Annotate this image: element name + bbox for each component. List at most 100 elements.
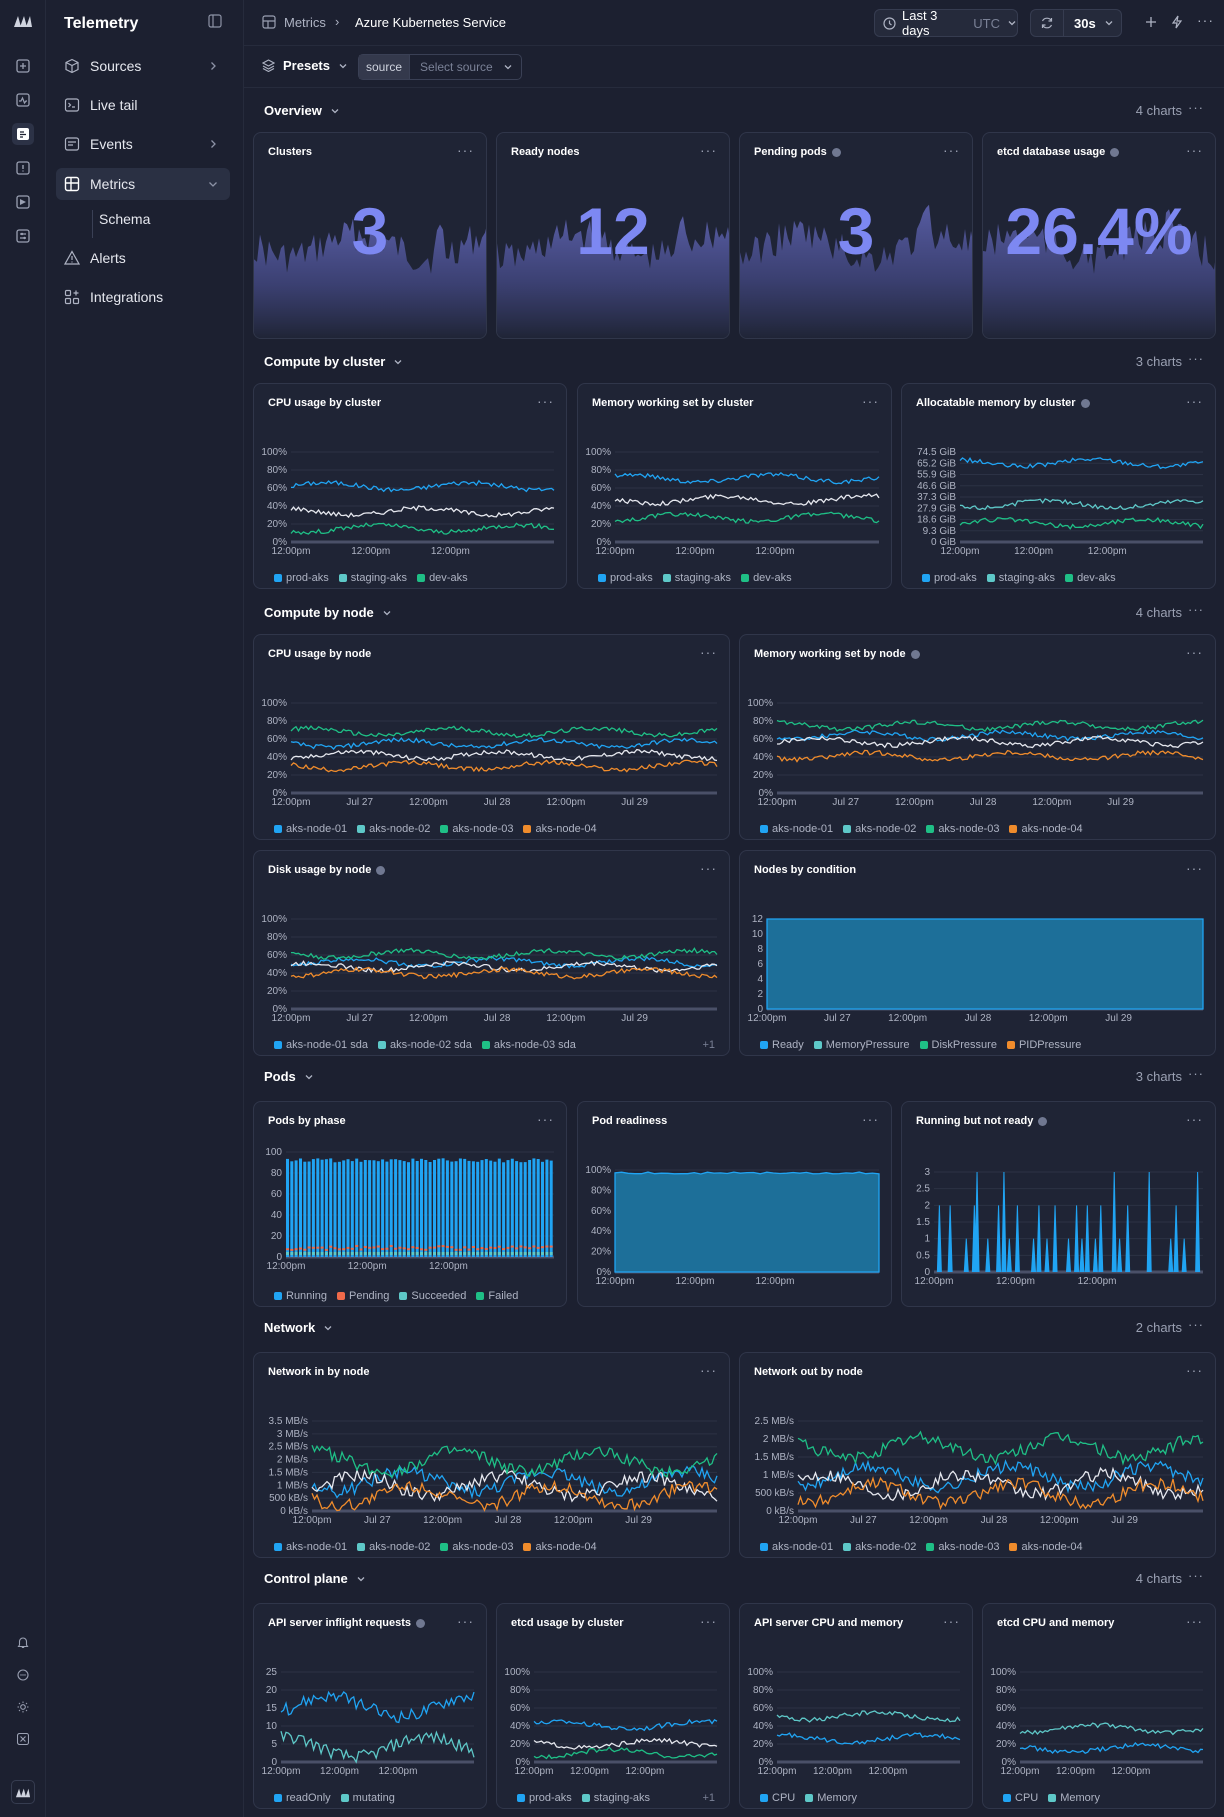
refresh-control[interactable]: 30s xyxy=(1030,9,1122,37)
card-more-icon[interactable]: ··· xyxy=(457,142,474,158)
legend-item[interactable]: aks-node-04 xyxy=(523,823,597,835)
chart-card-pods-phase[interactable]: Pods by phase ··· 100 80 60 40 20 0 12:00pm 12:00… xyxy=(253,1101,567,1307)
activity-icon[interactable] xyxy=(12,89,34,111)
legend-item[interactable]: aks-node-02 sda xyxy=(377,1039,472,1051)
chart-card-etcd-cluster[interactable]: etcd usage by cluster ··· 100% 80% 60% 40% 20%… xyxy=(496,1603,730,1809)
bolt-icon[interactable] xyxy=(1170,15,1184,32)
info-icon[interactable] xyxy=(416,1618,426,1628)
legend-item[interactable]: dev-aks xyxy=(1065,572,1116,584)
refresh-icon[interactable] xyxy=(1031,10,1064,36)
legend-item[interactable]: mutating xyxy=(340,1792,395,1804)
legend-item[interactable]: aks-node-02 xyxy=(843,1541,916,1553)
legend-item[interactable]: Succeeded xyxy=(399,1290,466,1302)
card-more-icon[interactable]: ··· xyxy=(700,1613,717,1629)
legend-item[interactable]: prod-aks xyxy=(598,572,653,584)
stat-card[interactable]: Clusters ··· 3 xyxy=(253,132,487,339)
chat-icon[interactable] xyxy=(12,1664,34,1686)
legend-item[interactable]: aks-node-03 xyxy=(926,1541,999,1553)
legend-item[interactable]: dev-aks xyxy=(417,572,468,584)
sidebar-item-schema[interactable]: Schema xyxy=(92,210,242,238)
legend-item[interactable]: aks-node-04 xyxy=(1009,823,1083,835)
legend-item[interactable]: aks-node-01 xyxy=(274,823,347,835)
section-more-icon[interactable]: ··· xyxy=(1188,1066,1204,1081)
legend-item[interactable]: CPU xyxy=(1003,1792,1038,1804)
info-icon[interactable] xyxy=(831,147,841,157)
chart-card-alloc-cluster[interactable]: Allocatable memory by cluster ··· 74.5 GiB… xyxy=(901,383,1216,589)
legend-more-count[interactable]: +1 xyxy=(702,1039,715,1051)
apps-icon[interactable] xyxy=(12,1728,34,1750)
chart-card-mem-cluster[interactable]: Memory working set by cluster ··· 100% 80% 6… xyxy=(577,383,892,589)
section-more-icon[interactable]: ··· xyxy=(1188,100,1204,115)
section-more-icon[interactable]: ··· xyxy=(1188,602,1204,617)
legend-item[interactable]: aks-node-02 xyxy=(357,1541,430,1553)
chart-card-net-in[interactable]: Network in by node ··· 3.5 MB/s 3 MB/s 2.5 M… xyxy=(253,1352,730,1558)
section-compute-cluster-toggle[interactable]: Compute by cluster xyxy=(264,354,403,369)
card-more-icon[interactable]: ··· xyxy=(1186,393,1203,409)
legend-more-count[interactable]: +1 xyxy=(702,1792,715,1804)
card-more-icon[interactable]: ··· xyxy=(537,1111,554,1127)
add-panel-icon[interactable] xyxy=(12,55,34,77)
legend-item[interactable]: aks-node-04 xyxy=(1009,1541,1083,1553)
section-pods-toggle[interactable]: Pods xyxy=(264,1069,314,1084)
incident-icon[interactable] xyxy=(12,157,34,179)
legend-item[interactable]: Memory xyxy=(805,1792,857,1804)
sidebar-item-sources[interactable]: Sources xyxy=(56,50,230,82)
card-more-icon[interactable]: ··· xyxy=(862,393,879,409)
section-more-icon[interactable]: ··· xyxy=(1188,1568,1204,1583)
legend-item[interactable]: dev-aks xyxy=(741,572,792,584)
section-overview-toggle[interactable]: Overview xyxy=(264,103,340,118)
legend-item[interactable]: prod-aks xyxy=(517,1792,572,1804)
legend-item[interactable]: aks-node-01 xyxy=(760,1541,833,1553)
chart-card-mem-node[interactable]: Memory working set by node ··· 100% 80% 60% 4… xyxy=(739,634,1216,840)
info-icon[interactable] xyxy=(910,649,920,659)
section-control-toggle[interactable]: Control plane xyxy=(264,1571,366,1586)
info-icon[interactable] xyxy=(1038,1116,1048,1126)
stat-card[interactable]: Ready nodes ··· 12 xyxy=(496,132,730,339)
legend-item[interactable]: staging-aks xyxy=(986,572,1055,584)
legend-item[interactable]: Running xyxy=(274,1290,327,1302)
card-more-icon[interactable]: ··· xyxy=(1186,1613,1203,1629)
section-compute-node-toggle[interactable]: Compute by node xyxy=(264,605,392,620)
chart-card-nodes-cond[interactable]: Nodes by condition ··· 12 10 8 6 4 2 0 12:00pm Jul… xyxy=(739,850,1216,1056)
chart-card-disk-node[interactable]: Disk usage by node ··· 100% 80% 60% 40% 20% 0% 1… xyxy=(253,850,730,1056)
card-more-icon[interactable]: ··· xyxy=(943,142,960,158)
legend-item[interactable]: DiskPressure xyxy=(919,1039,997,1051)
card-more-icon[interactable]: ··· xyxy=(943,1613,960,1629)
legend-item[interactable]: aks-node-01 xyxy=(760,823,833,835)
card-more-icon[interactable]: ··· xyxy=(862,1111,879,1127)
card-more-icon[interactable]: ··· xyxy=(537,393,554,409)
legend-item[interactable]: prod-aks xyxy=(922,572,977,584)
card-more-icon[interactable]: ··· xyxy=(1186,1362,1203,1378)
chart-card-api-cpumem[interactable]: API server CPU and memory ··· 100% 80% 60% 40… xyxy=(739,1603,973,1809)
chart-card-api-inflight[interactable]: API server inflight requests ··· 25 20 15 10 5… xyxy=(253,1603,487,1809)
card-more-icon[interactable]: ··· xyxy=(700,644,717,660)
card-more-icon[interactable]: ··· xyxy=(457,1613,474,1629)
legend-item[interactable]: aks-node-03 xyxy=(926,823,999,835)
section-network-toggle[interactable]: Network xyxy=(264,1320,333,1335)
source-filter[interactable]: source Select source xyxy=(358,54,522,80)
more-icon[interactable]: ··· xyxy=(1197,12,1214,28)
section-more-icon[interactable]: ··· xyxy=(1188,351,1204,366)
theme-sun-icon[interactable] xyxy=(12,1696,34,1718)
legend-item[interactable]: staging-aks xyxy=(338,572,407,584)
chart-card-cpu-node[interactable]: CPU usage by node ··· 100% 80% 60% 40% 20% 0% 12… xyxy=(253,634,730,840)
breadcrumb-parent[interactable]: Metrics xyxy=(284,15,326,30)
legend-item[interactable]: PIDPressure xyxy=(1006,1039,1081,1051)
sidebar-item-alerts[interactable]: Alerts xyxy=(56,242,230,274)
legend-item[interactable]: readOnly xyxy=(274,1792,331,1804)
card-more-icon[interactable]: ··· xyxy=(1186,142,1203,158)
legend-item[interactable]: aks-node-03 xyxy=(440,1541,513,1553)
legend-item[interactable]: Pending xyxy=(336,1290,389,1302)
legend-item[interactable]: Memory xyxy=(1048,1792,1100,1804)
legend-item[interactable]: aks-node-01 xyxy=(274,1541,347,1553)
bell-icon[interactable] xyxy=(12,1632,34,1654)
stat-card[interactable]: Pending pods ··· 3 xyxy=(739,132,973,339)
chart-card-cpu-cluster[interactable]: CPU usage by cluster ··· 100% 80% 60% 40% 20% 0… xyxy=(253,383,567,589)
info-icon[interactable] xyxy=(1080,398,1090,408)
section-more-icon[interactable]: ··· xyxy=(1188,1317,1204,1332)
legend-item[interactable]: aks-node-02 xyxy=(843,823,916,835)
legend-item[interactable]: Failed xyxy=(476,1290,518,1302)
legend-item[interactable]: aks-node-01 sda xyxy=(274,1039,368,1051)
legend-item[interactable]: CPU xyxy=(760,1792,795,1804)
map-icon[interactable] xyxy=(12,191,34,213)
